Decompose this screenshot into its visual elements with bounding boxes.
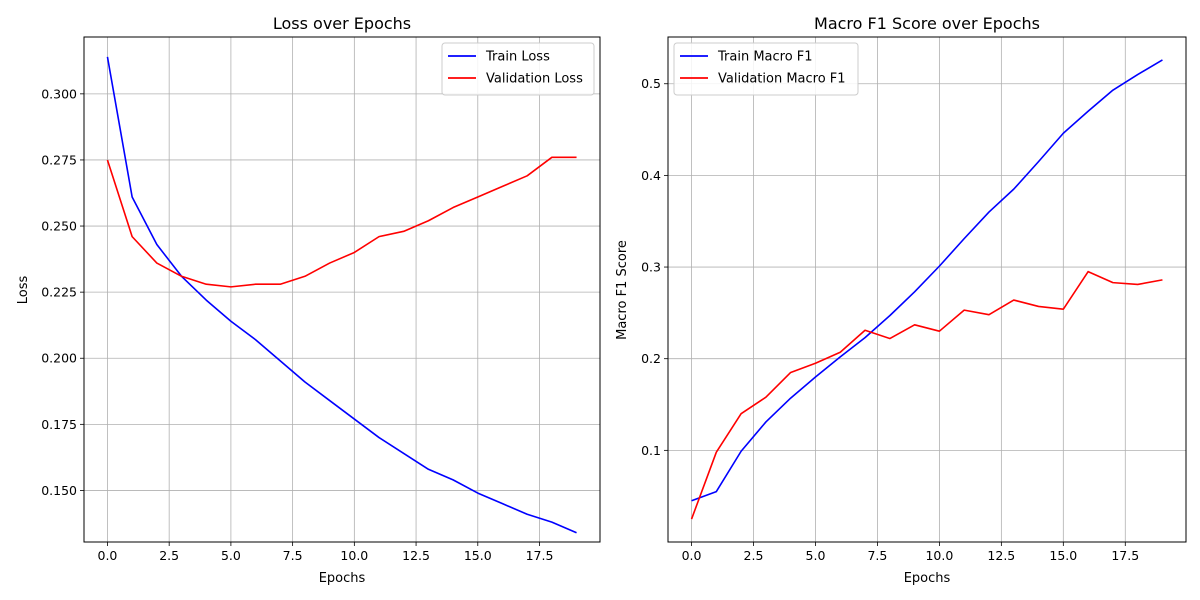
f1-legend-box xyxy=(673,42,859,96)
loss-y-tick-label: 0.225 xyxy=(41,285,77,300)
f1-chart-title: Macro F1 Score over Epochs xyxy=(814,14,1040,33)
loss-ticks: 0.0 2.5 5.0 7.5 10.0 12.5 15.0 17.5 0.150 0.175 0.… xyxy=(41,86,553,563)
f1-y-tick-label: 0.4 xyxy=(641,168,661,183)
f1-x-tick-label: 7.5 xyxy=(867,548,887,563)
loss-y-tick-label: 0.200 xyxy=(41,351,77,366)
loss-legend-label: Train Loss xyxy=(485,50,550,65)
f1-legend-label: Validation Macro F1 xyxy=(718,72,846,87)
f1-series-line-2 xyxy=(690,270,1163,520)
loss-x-tick-label: 12.5 xyxy=(402,548,430,563)
f1-y-tick-label: 0.2 xyxy=(641,351,661,366)
loss-legend-box xyxy=(441,42,595,96)
loss-x-tick-label: 7.5 xyxy=(283,548,303,563)
loss-legend: Train Loss Validation Loss xyxy=(441,42,595,96)
loss-y-tick-label: 0.250 xyxy=(41,219,77,234)
f1-chart: 0.0 2.5 5.0 7.5 10.0 12.5 15.0 17.5 0.1 0.2 0.3 0.4… xyxy=(615,14,1187,586)
f1-legend: Train Macro F1 Validation Macro F1 xyxy=(673,42,859,96)
f1-x-tick-label: 12.5 xyxy=(987,548,1015,563)
loss-y-tick-label: 0.175 xyxy=(41,417,77,432)
f1-x-axis-label: Epochs xyxy=(904,571,951,586)
loss-chart-title: Loss over Epochs xyxy=(273,14,411,33)
loss-y-axis-label: Loss xyxy=(16,276,31,305)
loss-grid xyxy=(84,37,600,542)
f1-grid xyxy=(668,37,1186,542)
f1-series-line-1 xyxy=(691,59,1163,502)
f1-y-tick-label: 0.5 xyxy=(641,76,661,91)
loss-y-tick-label: 0.275 xyxy=(41,152,77,167)
loss-x-tick-label: 17.5 xyxy=(526,548,554,563)
loss-series xyxy=(106,56,577,534)
f1-x-tick-label: 15.0 xyxy=(1049,548,1077,563)
f1-x-tick-label: 0.0 xyxy=(682,548,702,563)
f1-x-tick-label: 10.0 xyxy=(925,548,953,563)
loss-x-tick-label: 5.0 xyxy=(221,548,241,563)
f1-plot-frame xyxy=(667,36,1187,543)
f1-legend-label: Train Macro F1 xyxy=(717,50,813,65)
loss-x-tick-label: 2.5 xyxy=(159,548,179,563)
loss-x-tick-label: 0.0 xyxy=(98,548,118,563)
f1-x-tick-label: 5.0 xyxy=(806,548,826,563)
loss-series-line-2 xyxy=(106,156,577,288)
f1-ticks: 0.0 2.5 5.0 7.5 10.0 12.5 15.0 17.5 0.1 0.2 0.3 0.4… xyxy=(641,76,1139,563)
loss-x-tick-label: 10.0 xyxy=(340,548,368,563)
loss-x-tick-label: 15.0 xyxy=(464,548,492,563)
loss-x-axis-label: Epochs xyxy=(319,571,366,586)
loss-plot-frame xyxy=(83,36,601,543)
loss-y-tick-label: 0.150 xyxy=(41,483,77,498)
f1-y-tick-label: 0.1 xyxy=(641,443,661,458)
f1-y-tick-label: 0.3 xyxy=(641,260,661,275)
f1-series xyxy=(690,59,1163,520)
f1-y-axis-label: Macro F1 Score xyxy=(615,240,630,340)
loss-legend-label: Validation Loss xyxy=(486,72,583,87)
loss-chart: 0.0 2.5 5.0 7.5 10.0 12.5 15.0 17.5 0.150 0.175 0.… xyxy=(16,14,601,586)
loss-y-tick-label: 0.300 xyxy=(41,86,77,101)
f1-x-tick-label: 17.5 xyxy=(1111,548,1139,563)
loss-series-line-1 xyxy=(106,56,577,534)
f1-x-tick-label: 2.5 xyxy=(744,548,764,563)
